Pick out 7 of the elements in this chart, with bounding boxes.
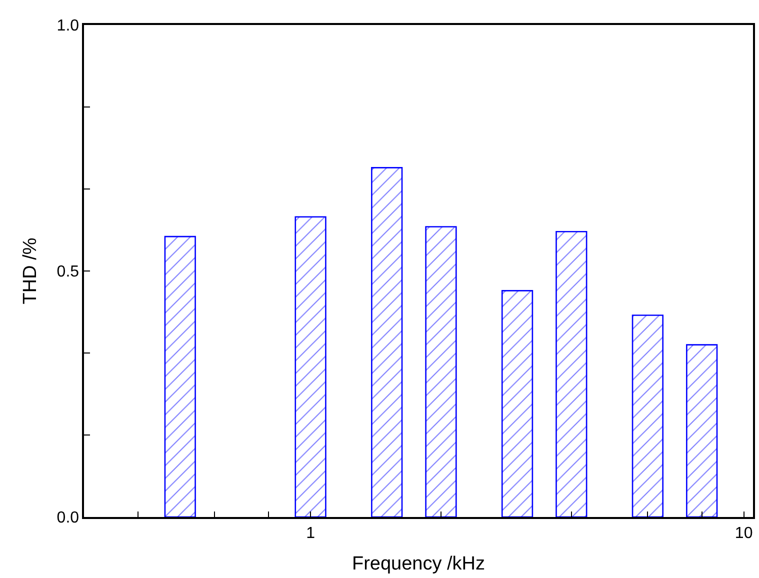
y-axis-title: THD /% <box>20 238 42 304</box>
x-axis-title: Frequency /kHz <box>352 553 486 574</box>
x-tick-label: 10 <box>734 524 753 542</box>
y-tick-label: 1.0 <box>56 18 80 35</box>
y-tick-label: 0.0 <box>56 510 80 527</box>
y-tick-label: 0.5 <box>56 264 80 281</box>
x-tick-label: 1 <box>306 524 316 542</box>
